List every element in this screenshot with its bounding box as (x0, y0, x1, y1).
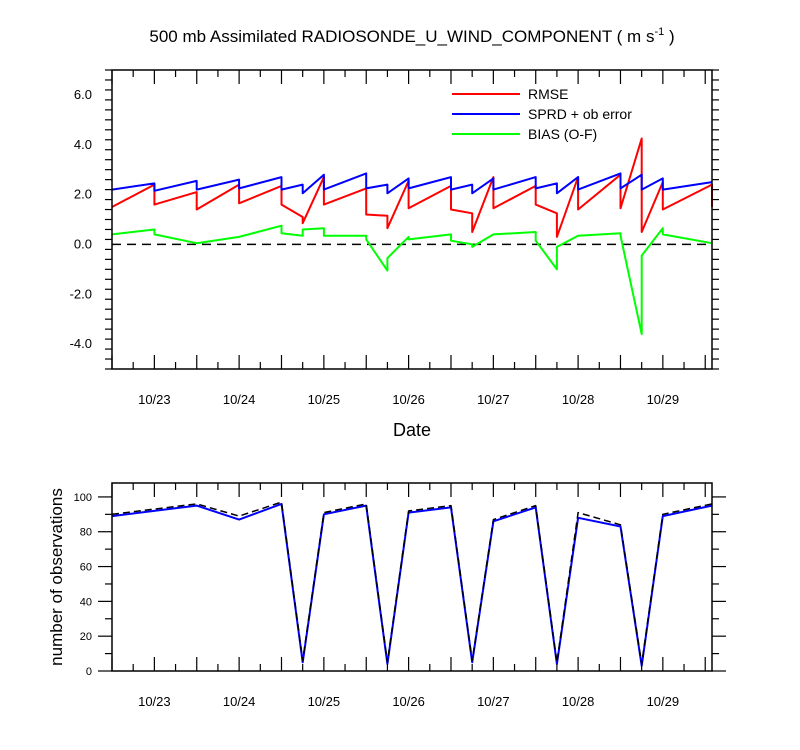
y-tick-label: 2.0 (74, 187, 92, 202)
top-chart: 10/23 10/24 10/25 10/26 10/27 10/28 10/29 -4.0 -… (70, 69, 719, 440)
y-tick-label: 4.0 (74, 137, 92, 152)
x-tick-label: 10/25 (308, 694, 341, 709)
y-tick-label: 80 (80, 527, 92, 539)
x-tick-label: 10/24 (223, 392, 256, 407)
y-tick-label: -2.0 (70, 286, 92, 301)
x-tick-label: 10/29 (647, 694, 680, 709)
x-tick-label: 10/28 (562, 694, 595, 709)
y-tick-label: 0.0 (74, 236, 92, 251)
plot-frame (111, 482, 713, 672)
y-tick-label: 20 (80, 631, 92, 643)
y-tick-label: 6.0 (74, 87, 92, 102)
y-tick-label: 60 (80, 562, 92, 574)
x-tick-label: 10/24 (223, 694, 256, 709)
x-tick-label: 10/25 (308, 392, 341, 407)
x-tick-label: 10/27 (477, 392, 510, 407)
legend-label: RMSE (528, 86, 568, 102)
y-tick-label: 40 (80, 596, 92, 608)
x-tick-label: 10/28 (562, 392, 595, 407)
x-tick-label: 10/23 (138, 392, 171, 407)
legend-label: SPRD + ob error (528, 106, 632, 122)
y-tick-label: -4.0 (70, 336, 92, 351)
x-tick-label: 10/29 (647, 392, 680, 407)
chart-title: 500 mb Assimilated RADIOSONDE_U_WIND_COM… (149, 26, 674, 46)
x-axis-label: Date (393, 420, 431, 440)
y-axis-label: number of observations (47, 488, 66, 666)
x-tick-label: 10/26 (392, 392, 425, 407)
bottom-chart: 10/23 10/24 10/25 10/26 10/27 10/28 10/29 0 20 40… (47, 482, 726, 709)
y-tick-label: 100 (74, 492, 92, 504)
x-tick-label: 10/23 (138, 694, 171, 709)
title-superscript: -1 (654, 26, 664, 38)
series-line-2 (111, 172, 713, 195)
series-line-1 (111, 502, 713, 667)
series-line-2 (111, 501, 713, 665)
y-tick-label: 0 (86, 666, 92, 678)
x-tick-label: 10/26 (392, 694, 425, 709)
series-line-3 (111, 224, 713, 336)
legend-label: BIAS (O-F) (528, 126, 597, 142)
x-tick-label: 10/27 (477, 694, 510, 709)
